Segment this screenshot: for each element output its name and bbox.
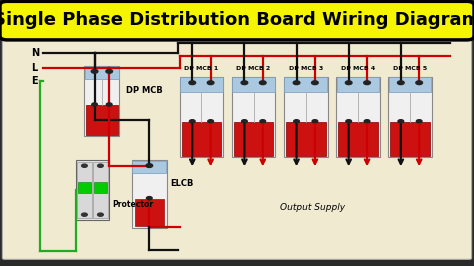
FancyBboxPatch shape: [76, 160, 109, 220]
FancyBboxPatch shape: [337, 77, 379, 92]
Text: N: N: [31, 48, 39, 58]
Circle shape: [189, 81, 196, 85]
Text: DP MCB 2: DP MCB 2: [237, 66, 271, 71]
Circle shape: [364, 81, 370, 85]
FancyBboxPatch shape: [78, 182, 91, 193]
Circle shape: [260, 120, 265, 123]
FancyBboxPatch shape: [336, 77, 380, 157]
FancyBboxPatch shape: [286, 122, 326, 156]
Circle shape: [98, 213, 103, 216]
Text: DP MCB 3: DP MCB 3: [289, 66, 323, 71]
Circle shape: [241, 81, 248, 85]
Circle shape: [398, 120, 404, 123]
FancyBboxPatch shape: [132, 161, 166, 173]
Text: Output Supply: Output Supply: [280, 203, 346, 212]
Circle shape: [207, 81, 214, 85]
Circle shape: [293, 81, 300, 85]
FancyBboxPatch shape: [234, 122, 273, 156]
Text: DP MCB 1: DP MCB 1: [184, 66, 219, 71]
Circle shape: [106, 69, 112, 73]
Text: E: E: [31, 76, 37, 86]
Text: ELCB: ELCB: [171, 179, 194, 188]
Circle shape: [106, 103, 112, 106]
Text: DP MCB 5: DP MCB 5: [393, 66, 427, 71]
Text: DP MCB 4: DP MCB 4: [341, 66, 375, 71]
Circle shape: [242, 120, 247, 123]
Text: L: L: [31, 63, 37, 73]
Text: Single Phase Distribution Board Wiring Diagram: Single Phase Distribution Board Wiring D…: [0, 11, 474, 29]
FancyBboxPatch shape: [284, 77, 328, 157]
Text: DP MCB: DP MCB: [126, 86, 163, 95]
FancyBboxPatch shape: [389, 77, 431, 92]
FancyBboxPatch shape: [84, 66, 119, 136]
FancyBboxPatch shape: [284, 77, 327, 92]
FancyBboxPatch shape: [135, 199, 164, 226]
Text: Protector: Protector: [113, 200, 154, 209]
Circle shape: [346, 81, 352, 85]
Circle shape: [364, 120, 370, 123]
Circle shape: [416, 81, 422, 85]
Circle shape: [146, 164, 153, 168]
FancyBboxPatch shape: [232, 77, 275, 92]
FancyBboxPatch shape: [390, 122, 430, 156]
Circle shape: [98, 164, 103, 167]
Circle shape: [259, 81, 266, 85]
Circle shape: [311, 81, 318, 85]
FancyBboxPatch shape: [94, 182, 107, 193]
FancyBboxPatch shape: [180, 77, 223, 157]
FancyBboxPatch shape: [2, 36, 472, 259]
Circle shape: [294, 120, 300, 123]
FancyBboxPatch shape: [232, 77, 275, 157]
Circle shape: [398, 81, 404, 85]
Circle shape: [82, 213, 87, 216]
Circle shape: [208, 120, 213, 123]
Circle shape: [92, 103, 98, 106]
Circle shape: [312, 120, 318, 123]
Circle shape: [190, 120, 195, 123]
FancyBboxPatch shape: [132, 160, 167, 228]
FancyBboxPatch shape: [388, 77, 432, 157]
FancyBboxPatch shape: [338, 122, 378, 156]
FancyBboxPatch shape: [93, 162, 108, 218]
Circle shape: [346, 120, 352, 123]
Circle shape: [91, 69, 98, 73]
FancyBboxPatch shape: [0, 1, 474, 40]
FancyBboxPatch shape: [180, 77, 223, 92]
Circle shape: [146, 197, 152, 200]
FancyBboxPatch shape: [86, 105, 118, 135]
Circle shape: [82, 164, 87, 167]
FancyBboxPatch shape: [77, 162, 91, 218]
FancyBboxPatch shape: [182, 122, 221, 156]
FancyBboxPatch shape: [85, 66, 119, 79]
Circle shape: [416, 120, 422, 123]
